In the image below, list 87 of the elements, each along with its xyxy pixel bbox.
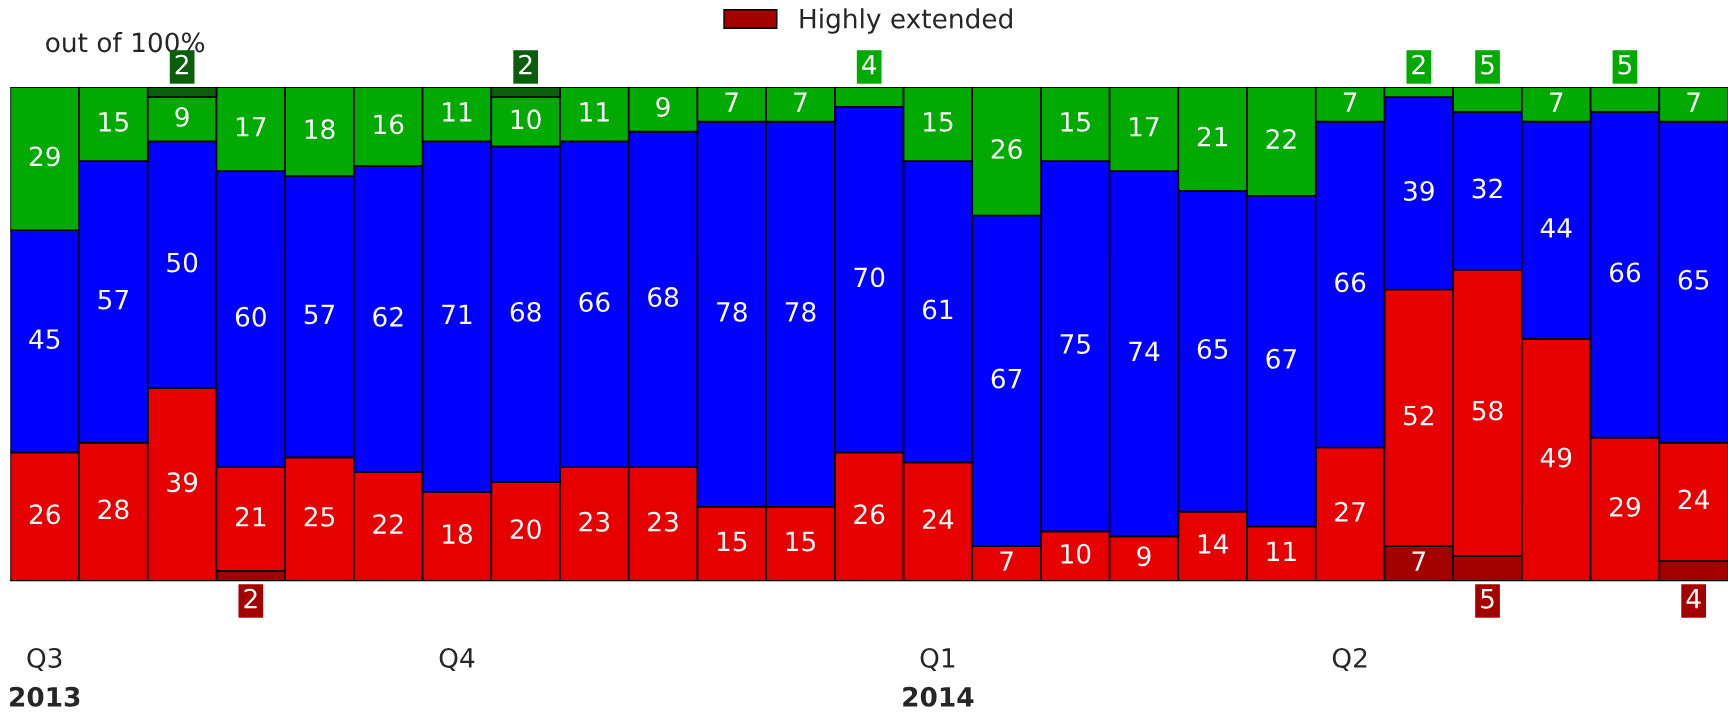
data-label: 25 <box>304 506 335 527</box>
data-label: 66 <box>1335 272 1366 293</box>
data-label: 23 <box>648 511 678 532</box>
data-label: 23 <box>579 511 610 532</box>
data-label: 66 <box>579 292 610 312</box>
data-label: 65 <box>1678 269 1709 290</box>
data-label: 32 <box>1472 178 1502 199</box>
data-label: 75 <box>1060 334 1090 354</box>
data-label: 78 <box>785 301 816 322</box>
data-label: 7 <box>794 92 807 112</box>
x-tick-label: Q1 2014 <box>903 647 974 707</box>
data-label: 68 <box>510 301 541 322</box>
data-label: 65 <box>1197 338 1228 359</box>
data-label: 58 <box>1472 400 1503 421</box>
data-label: 26 <box>991 138 1022 159</box>
data-label: 44 <box>1540 218 1572 238</box>
data-label: 24 <box>923 509 954 529</box>
data-label: 22 <box>373 514 403 534</box>
data-label: 16 <box>374 114 404 135</box>
data-label: 5 <box>1481 54 1494 75</box>
data-label: 49 <box>1540 447 1572 468</box>
data-label: 5 <box>1618 54 1632 75</box>
data-label: 7 <box>1687 92 1700 112</box>
data-label: 67 <box>1266 348 1296 369</box>
x-tick-label: Q2 <box>1332 647 1367 671</box>
data-label: 50 <box>167 252 198 273</box>
data-label: 21 <box>1197 126 1228 147</box>
data-label: 18 <box>305 119 335 140</box>
data-label: 9 <box>1137 546 1151 567</box>
data-label: 18 <box>443 524 472 545</box>
data-label: 61 <box>922 299 953 320</box>
data-label: 78 <box>717 301 747 322</box>
data-label: 28 <box>98 499 129 520</box>
data-label: 71 <box>442 304 472 324</box>
data-label: 2 <box>244 588 257 609</box>
data-label: 14 <box>1198 534 1229 554</box>
y-axis-title: out of 100% <box>46 31 205 53</box>
data-label: 17 <box>1130 117 1159 137</box>
data-label: 15 <box>786 531 815 552</box>
data-label: 20 <box>510 519 541 540</box>
data-label: 26 <box>854 504 885 525</box>
data-label: 57 <box>304 304 335 325</box>
data-label: 27 <box>1335 501 1365 522</box>
legend-label: Highly extended <box>800 8 1012 34</box>
data-label: 2 <box>1412 54 1425 75</box>
data-label: 74 <box>1129 341 1160 361</box>
data-label: 29 <box>29 146 60 167</box>
data-label: 57 <box>98 289 128 310</box>
data-label: 5 <box>1481 589 1494 609</box>
data-label: 39 <box>167 472 198 493</box>
data-label: 4 <box>862 54 877 75</box>
data-label: 2 <box>519 54 532 75</box>
data-label: 7 <box>725 92 738 112</box>
data-label: 29 <box>1610 496 1640 517</box>
data-label: 67 <box>991 368 1022 389</box>
data-label: 52 <box>1404 405 1433 426</box>
data-label: 26 <box>29 504 60 525</box>
data-label: 68 <box>648 287 679 308</box>
data-label: 7 <box>1000 551 1013 571</box>
x-tick-label: Q4 <box>439 647 475 671</box>
data-label: 15 <box>99 112 128 132</box>
data-label: 7 <box>1412 551 1425 571</box>
data-label: 11 <box>580 102 609 122</box>
data-label: 11 <box>443 102 472 122</box>
data-label: 60 <box>235 306 266 327</box>
data-label: 7 <box>1343 92 1357 112</box>
data-label: 24 <box>1678 489 1709 510</box>
data-label: 45 <box>29 329 60 350</box>
data-label: 21 <box>235 506 266 527</box>
x-tick-label: Q3 2013 <box>10 647 80 707</box>
data-label: 7 <box>1550 92 1563 112</box>
data-label: 15 <box>1061 112 1090 132</box>
data-label: 22 <box>1266 129 1296 149</box>
data-label: 10 <box>1061 543 1091 564</box>
data-label: 15 <box>717 531 747 552</box>
data-label: 10 <box>511 109 541 130</box>
data-label: 15 <box>924 112 953 132</box>
data-label: 9 <box>175 106 189 127</box>
data-label: 70 <box>854 267 885 288</box>
data-label: 66 <box>1610 262 1641 283</box>
data-label: 9 <box>656 97 670 117</box>
data-label: 62 <box>373 306 403 327</box>
data-label: 17 <box>236 117 266 137</box>
data-label: 11 <box>1267 541 1296 561</box>
data-label: 39 <box>1404 180 1434 201</box>
data-label: 4 <box>1686 589 1701 609</box>
data-label: 2 <box>175 54 188 75</box>
